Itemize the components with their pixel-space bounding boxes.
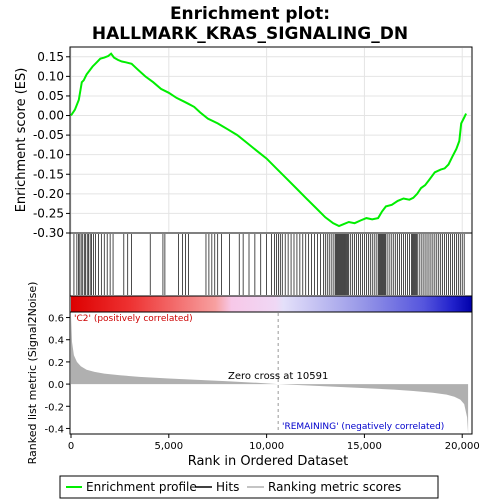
es-grid xyxy=(70,48,471,234)
negative-correlation-label: 'REMAINING' (negatively correlated) xyxy=(282,422,444,432)
es-y-tick-label: -0.10 xyxy=(33,148,64,162)
es-y-tick-label: 0.05 xyxy=(37,89,64,103)
legend-hits-label: Hits xyxy=(216,480,239,494)
es-y-ticks: -0.30 -0.25 -0.20 -0.15 -0.10 -0.05 0.00 0.05 0.… xyxy=(33,50,70,240)
es-y-tick-label: -0.15 xyxy=(33,167,64,181)
metric-y-tick-label: 0.6 xyxy=(48,314,64,325)
rank-heat-gradient xyxy=(71,296,472,312)
metric-y-tick-label: -0.2 xyxy=(44,402,64,413)
chart-title-line1: Enrichment plot: xyxy=(170,4,330,24)
es-y-tick-label: -0.25 xyxy=(33,206,64,220)
es-y-tick-label: -0.05 xyxy=(33,128,64,142)
x-tick-label: 0 xyxy=(68,441,74,452)
es-y-tick-label: 0.10 xyxy=(37,69,64,83)
es-series-line xyxy=(70,52,467,228)
x-tick-label: 10,000 xyxy=(249,441,284,452)
es-panel: -0.30 -0.25 -0.20 -0.15 -0.10 -0.05 0.00 0.05 0.… xyxy=(14,46,473,240)
metric-y-ticks: -0.4 -0.2 0.0 0.2 0.4 0.6 xyxy=(44,314,70,435)
x-tick-label: 20,000 xyxy=(445,441,480,452)
metric-y-axis-label: Ranked list metric (Signal2Noise) xyxy=(26,282,39,465)
es-y-tick-label: 0.00 xyxy=(37,109,64,123)
es-y-tick-label: -0.20 xyxy=(33,187,64,201)
metric-panel: Zero cross at 10591 'C2' (positively cor… xyxy=(26,282,480,469)
es-y-tick-label: 0.15 xyxy=(37,50,64,64)
es-y-tick-label: -0.30 xyxy=(33,226,64,240)
x-tick-label: 5,000 xyxy=(154,441,183,452)
x-axis-label: Rank in Ordered Dataset xyxy=(188,454,349,469)
positive-correlation-label: 'C2' (positively correlated) xyxy=(74,314,193,324)
x-tick-label: 15,000 xyxy=(347,441,382,452)
zero-cross-label: Zero cross at 10591 xyxy=(228,371,328,382)
metric-y-tick-label: 0.0 xyxy=(48,380,64,391)
chart-title-line2: HALLMARK_KRAS_SIGNALING_DN xyxy=(92,24,408,44)
metric-y-tick-label: 0.4 xyxy=(48,336,64,347)
es-panel-frame xyxy=(69,46,473,234)
metric-y-tick-label: 0.2 xyxy=(48,358,64,369)
rank-heat-bar xyxy=(69,295,473,313)
metric-y-tick-label: -0.4 xyxy=(44,424,64,435)
hit-marks xyxy=(73,234,465,295)
hits-panel xyxy=(69,232,473,297)
es-y-axis-label: Enrichment score (ES) xyxy=(14,68,29,213)
legend-metric-label: Ranking metric scores xyxy=(268,480,401,494)
legend: Enrichment profile Hits Ranking metric s… xyxy=(59,475,439,499)
metric-panel-frame xyxy=(69,311,473,435)
legend-enrichment-label: Enrichment profile xyxy=(86,480,197,494)
metric-x-ticks: 0 5,000 10,000 15,000 20,000 xyxy=(68,434,480,452)
